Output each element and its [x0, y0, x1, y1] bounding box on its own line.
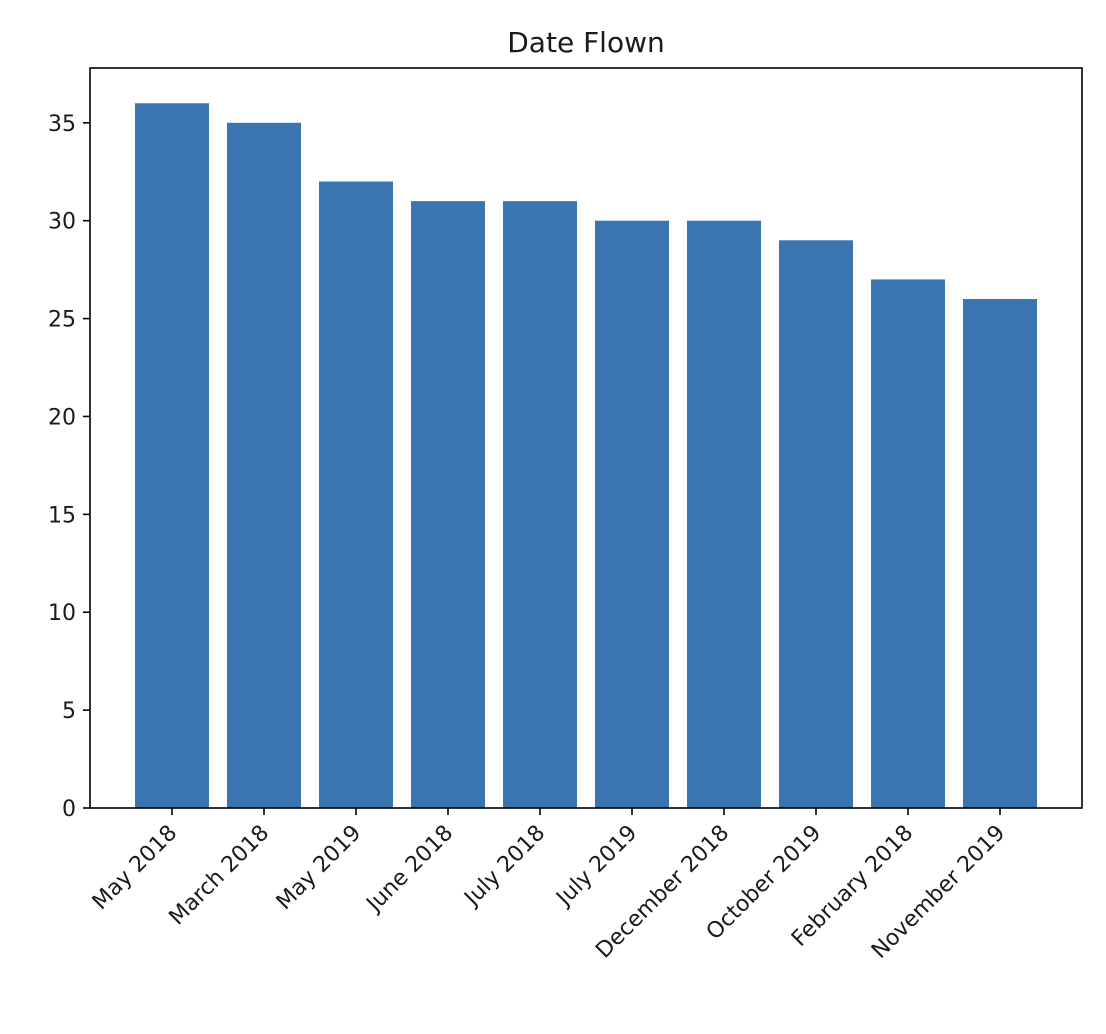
bar [503, 201, 577, 808]
x-tick-label: July 2018 [459, 821, 551, 913]
bar [871, 279, 945, 808]
bar [595, 220, 669, 808]
bar [779, 240, 853, 808]
bar [319, 181, 393, 808]
bar [411, 201, 485, 808]
y-tick-label: 30 [48, 210, 76, 235]
y-tick-label: 15 [48, 503, 76, 528]
x-tick-label: June 2018 [361, 821, 459, 919]
bar [135, 103, 209, 808]
plot-frame [89, 67, 1083, 809]
y-tick-label: 35 [48, 112, 76, 137]
x-tick-label: July 2019 [551, 821, 643, 913]
y-tick-label: 25 [48, 308, 76, 333]
x-tick-label: March 2018 [165, 821, 275, 931]
y-tick-label: 10 [48, 601, 76, 626]
y-tick-label: 0 [62, 797, 76, 822]
bars-group [135, 103, 1037, 808]
y-tick-label: 5 [62, 699, 76, 724]
y-tick-label: 20 [48, 405, 76, 430]
y-axis: 0 5 10 15 20 25 30 35 [48, 112, 90, 822]
chart-title: Date Flown [507, 26, 665, 59]
x-tick-label: May 2019 [272, 821, 366, 915]
bar [227, 122, 301, 808]
bar [687, 220, 761, 808]
x-tick-label: May 2018 [88, 821, 182, 915]
bar [963, 299, 1037, 808]
